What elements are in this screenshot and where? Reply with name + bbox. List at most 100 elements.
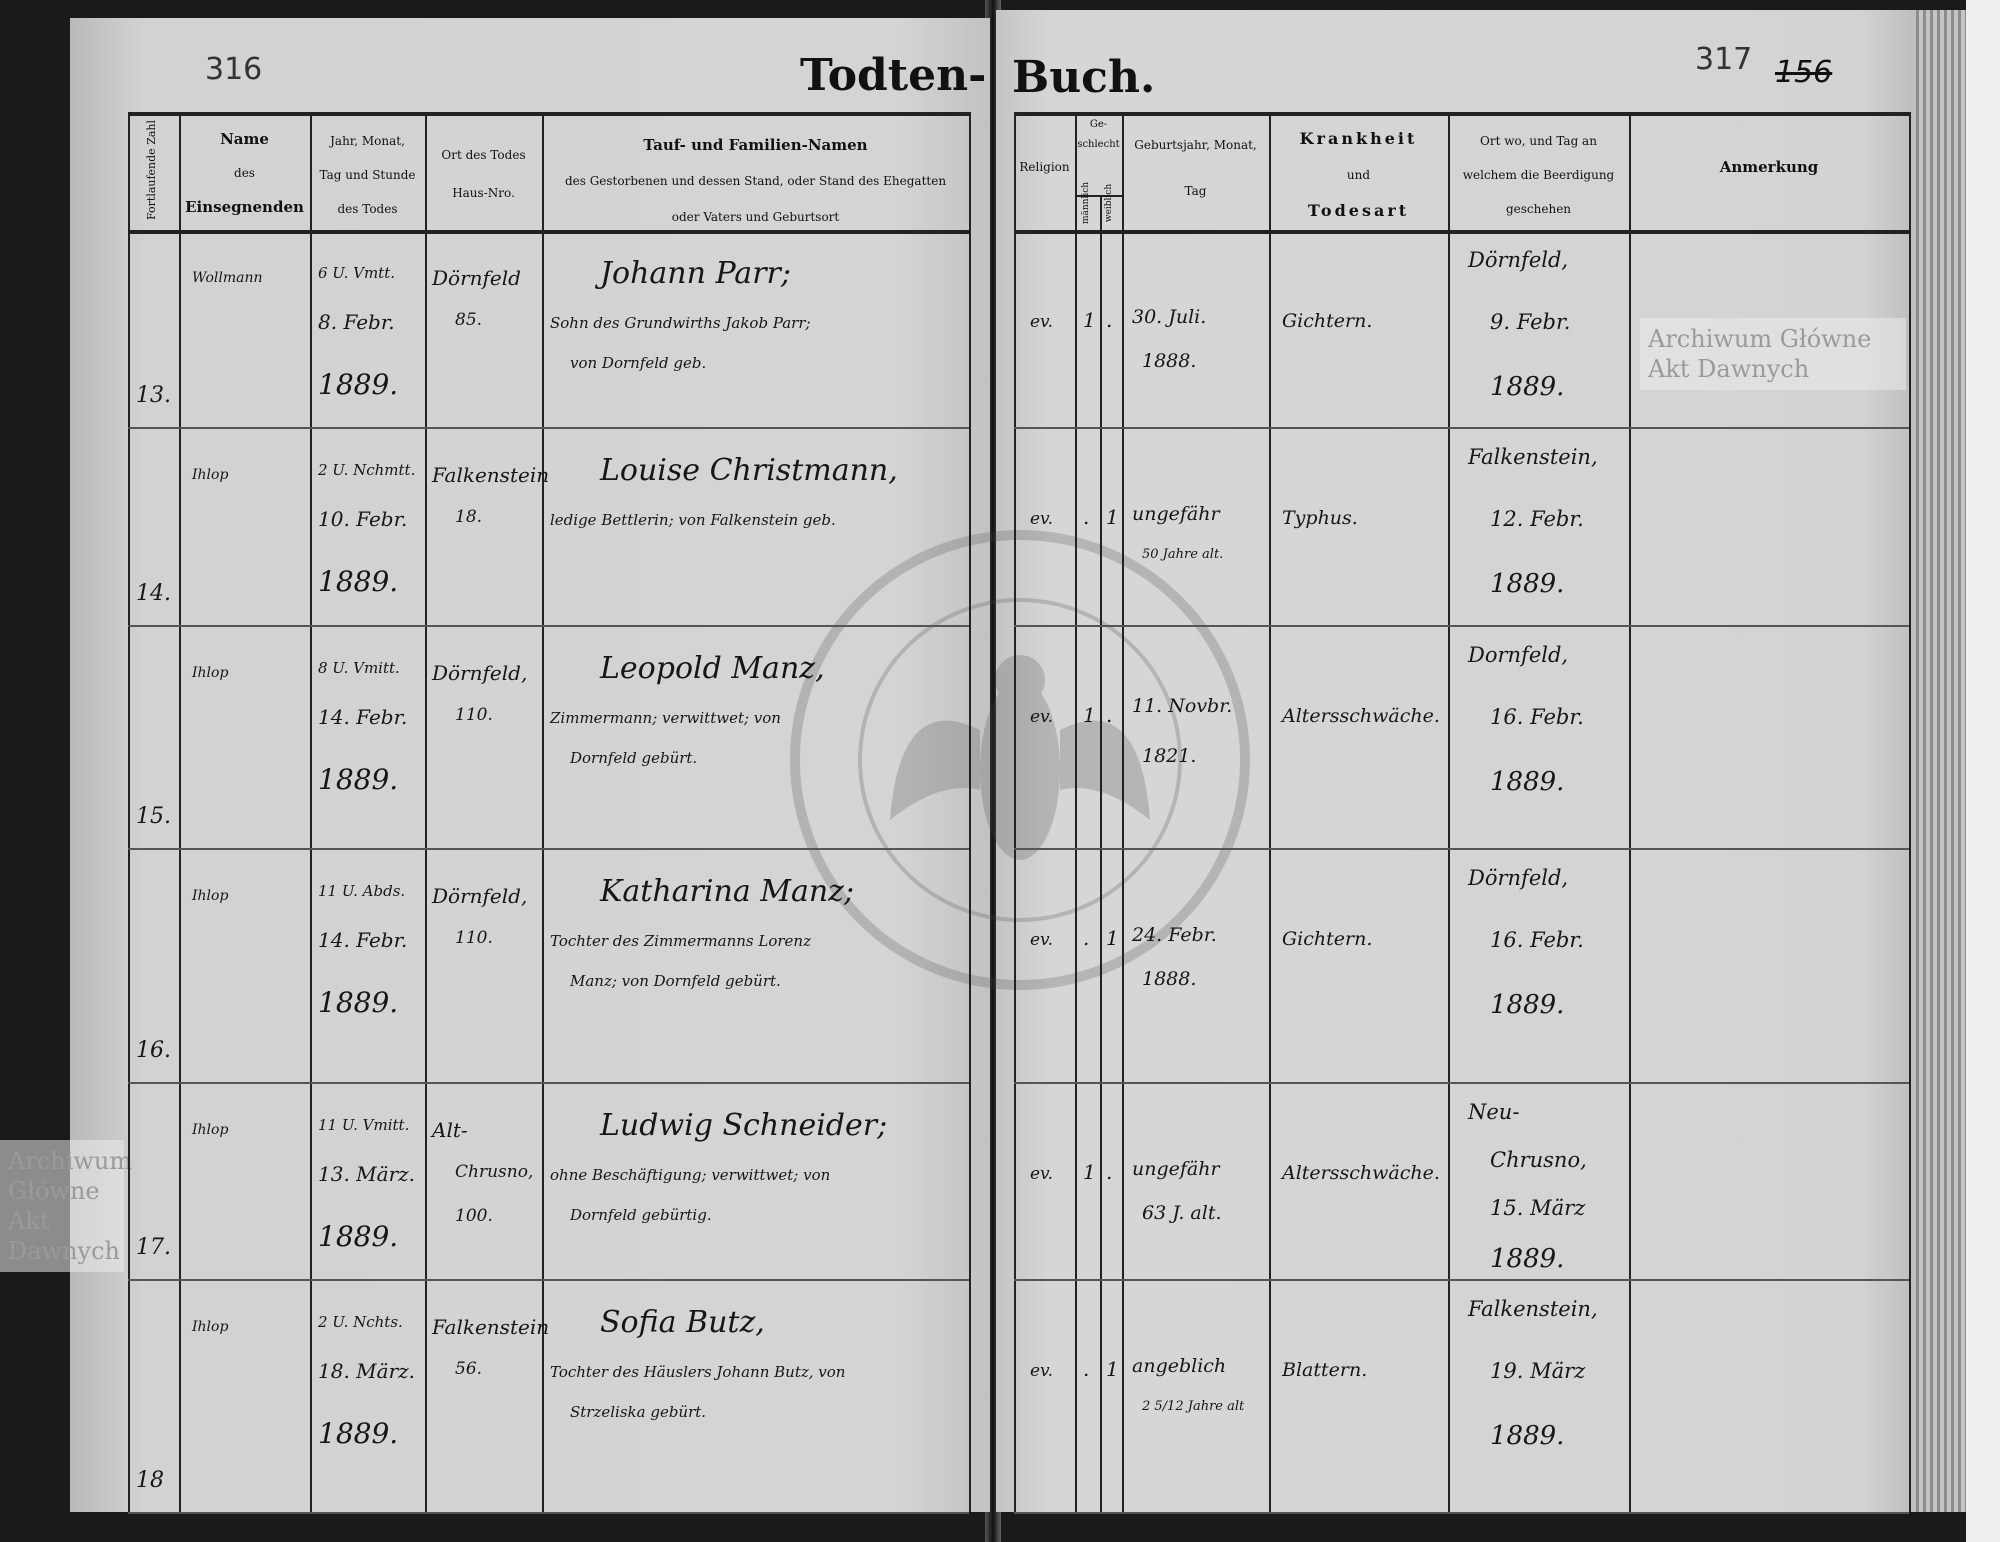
burial-line: Dornfeld, — [1468, 643, 1569, 667]
female-mark: 1 — [1106, 505, 1119, 529]
male-mark: . — [1083, 926, 1090, 950]
entry-number: 16. — [136, 1038, 171, 1063]
death-date-line: 10. Febr. — [318, 507, 408, 531]
column-rule — [425, 112, 427, 1512]
column-header-birth: Tag — [1184, 184, 1207, 198]
column-header-sex: Ge-schlecht — [1077, 119, 1120, 150]
birth-date-line: 24. Febr. — [1132, 924, 1217, 946]
column-header-male: männlich — [1081, 181, 1091, 225]
column-rule — [310, 112, 312, 1512]
death-date-line: 1889. — [318, 1417, 399, 1450]
entry-number: 15. — [136, 804, 171, 829]
column-rule — [179, 112, 181, 1512]
burial-line: 1889. — [1490, 990, 1565, 1020]
column-header-officiant: Name — [220, 130, 269, 148]
deceased-description: Manz; von Dornfeld gebürt. — [570, 972, 781, 990]
deceased-description: Sohn des Grundwirths Jakob Parr; — [550, 314, 811, 332]
birth-date-line: 2 5/12 Jahre alt — [1142, 1399, 1245, 1414]
death-date-line: 14. Febr. — [318, 928, 408, 952]
sex-subheader-rule — [1075, 195, 1122, 197]
death-date-line: 8. Febr. — [318, 310, 395, 334]
column-rule — [969, 112, 971, 1512]
cause-of-death: Altersschwäche. — [1282, 1162, 1440, 1184]
female-mark: 1 — [1106, 926, 1119, 950]
religion-value: ev. — [1030, 509, 1054, 529]
title-left: Todten- — [800, 50, 987, 101]
burial-line: 1889. — [1490, 569, 1565, 599]
burial-line: Falkenstein, — [1468, 1297, 1598, 1321]
death-date-line: 18. März. — [318, 1359, 416, 1383]
entry-number: 18 — [136, 1468, 164, 1493]
death-date-line: 1889. — [318, 986, 399, 1019]
column-rule — [1629, 112, 1631, 1512]
row-rule — [128, 1279, 969, 1281]
row-rule — [128, 230, 969, 234]
deceased-name: Leopold Manz, — [600, 651, 825, 686]
death-place-line: Dörnfeld — [432, 266, 521, 290]
birth-date-line: 1821. — [1142, 745, 1197, 767]
burial-line: 1889. — [1490, 767, 1565, 797]
row-rule — [1014, 625, 1909, 627]
death-date-line: 13. März. — [318, 1162, 416, 1186]
column-header-cause: und — [1346, 168, 1371, 182]
birth-date-line: 1888. — [1142, 350, 1197, 372]
cause-of-death: Gichtern. — [1282, 310, 1373, 332]
burial-line: 9. Febr. — [1490, 310, 1571, 334]
cause-of-death: Gichtern. — [1282, 928, 1373, 950]
deceased-description: Strzeliska gebürt. — [570, 1403, 707, 1421]
death-date-line: 8 U. Vmitt. — [318, 659, 400, 677]
burial-line: Neu- — [1468, 1100, 1520, 1124]
header-top-rule — [1014, 112, 1909, 116]
column-rule — [128, 112, 130, 1512]
entry-number: 14. — [136, 581, 171, 606]
death-date-line: 2 U. Nchts. — [318, 1313, 403, 1331]
birth-date-line: 11. Novbr. — [1132, 695, 1233, 717]
column-rule — [1269, 112, 1271, 1512]
column-header-death-place: Haus-Nro. — [452, 186, 515, 200]
cause-of-death: Blattern. — [1282, 1359, 1368, 1381]
death-date-line: 6 U. Vmtt. — [318, 264, 395, 282]
death-date-line: 11 U. Abds. — [318, 882, 406, 900]
death-date-line: 11 U. Vmitt. — [318, 1116, 410, 1134]
birth-date-line: angeblich — [1132, 1355, 1227, 1377]
religion-value: ev. — [1030, 930, 1054, 950]
death-date-line: 1889. — [318, 763, 399, 796]
column-header-death-time: Jahr, Monat, — [330, 134, 405, 148]
row-rule — [1014, 1512, 1909, 1514]
column-header-female: weiblich — [1104, 183, 1114, 223]
burial-line: 16. Febr. — [1490, 928, 1584, 952]
death-place-line: Alt- — [432, 1118, 468, 1142]
deceased-name: Sofia Butz, — [600, 1305, 765, 1340]
deceased-description: Tochter des Häuslers Johann Butz, von — [550, 1363, 846, 1381]
officiant-signature: Ihlop — [192, 1122, 229, 1138]
left-page-number: 316 — [205, 52, 263, 87]
male-mark: . — [1083, 505, 1090, 529]
birth-date-line: 63 J. alt. — [1142, 1202, 1222, 1224]
column-header-names: Tauf- und Familien-Namen — [643, 136, 868, 154]
watermark-left: Archiwum Główne Akt Dawnych — [0, 1140, 132, 1272]
row-rule — [1014, 1279, 1909, 1281]
page-edges — [1916, 10, 1966, 1512]
death-place-line: 18. — [455, 507, 483, 527]
birth-date-line: 50 Jahre alt. — [1142, 547, 1224, 562]
column-header-names: oder Vaters und Geburtsort — [671, 210, 840, 224]
archive-seal-watermark — [790, 530, 1250, 990]
cause-of-death: Typhus. — [1282, 507, 1358, 529]
deceased-description: Dornfeld gebürt. — [570, 749, 698, 767]
column-header-remarks: Anmerkung — [1719, 158, 1819, 176]
scan-background — [1966, 0, 2000, 1542]
row-rule — [1014, 230, 1909, 234]
burial-line: 15. März — [1490, 1196, 1586, 1220]
title-right: Buch. — [1012, 52, 1156, 103]
deceased-description: Zimmermann; verwittwet; von — [550, 709, 781, 727]
folio-number: 156 — [1775, 55, 1833, 90]
column-rule — [1122, 112, 1124, 1512]
burial-line: 16. Febr. — [1490, 705, 1584, 729]
row-rule — [1014, 848, 1909, 850]
burial-line: Falkenstein, — [1468, 445, 1598, 469]
death-place-line: 110. — [455, 928, 493, 948]
column-header-officiant: des — [234, 166, 255, 180]
officiant-signature: Ihlop — [192, 665, 229, 681]
officiant-signature: Ihlop — [192, 467, 229, 483]
column-rule — [1448, 112, 1450, 1512]
